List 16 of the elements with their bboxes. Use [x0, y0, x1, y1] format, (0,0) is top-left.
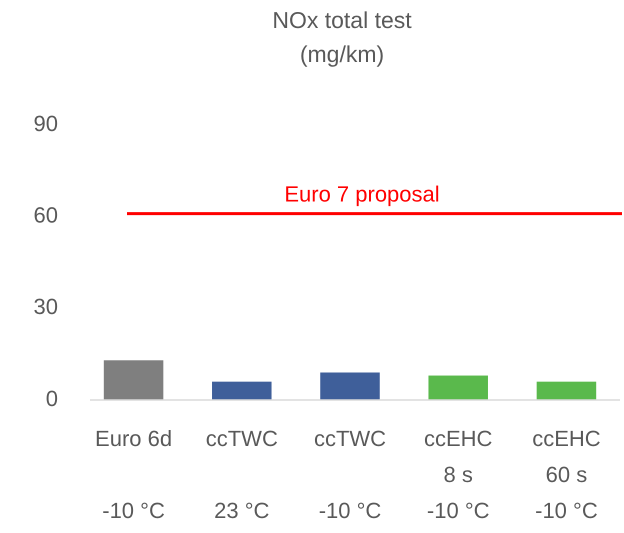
chart-title: NOx total test (mg/km)	[272, 7, 412, 67]
category-label: ccTWC 23 °C	[206, 426, 278, 523]
category-label: Euro 6d -10 °C	[95, 426, 172, 523]
bar	[536, 382, 596, 400]
category-label: ccTWC -10 °C	[314, 426, 386, 523]
bar	[320, 372, 380, 400]
y-tick-label: 90	[34, 110, 58, 136]
y-tick-label: 60	[34, 202, 58, 228]
bar	[428, 376, 488, 400]
x-tick-label: ccEHC 60 s -10 °C	[532, 426, 601, 523]
x-tick-label: ccEHC 8 s -10 °C	[424, 426, 493, 523]
bar	[104, 360, 164, 400]
bar	[212, 382, 272, 400]
y-tick-label: 0	[46, 386, 58, 411]
y-tick-label: 30	[34, 294, 58, 320]
ref-line-label: Euro 7 proposal	[284, 182, 440, 207]
